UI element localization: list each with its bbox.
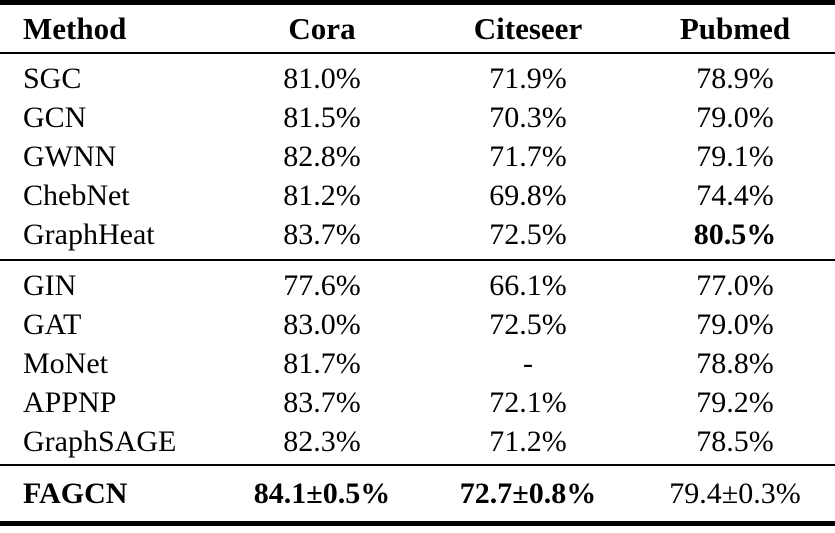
column-header-cora: Cora: [288, 10, 356, 46]
cell-pubmed: 78.8%: [696, 346, 774, 380]
cell-method: ChebNet: [23, 178, 130, 212]
cell-method: GCN: [23, 100, 87, 134]
cell-pubmed: 74.4%: [696, 178, 774, 212]
cell-method-fagcn: FAGCN: [23, 476, 128, 510]
cell-cora: 83.0%: [283, 307, 361, 341]
cell-method: GWNN: [23, 139, 117, 173]
table-row: GraphHeat 83.7% 72.5% 80.5%: [0, 215, 835, 254]
table-row: GWNN 82.8% 71.7% 79.1%: [0, 137, 835, 176]
cell-method: MoNet: [23, 346, 108, 380]
table-block-spatial: GIN 77.6% 66.1% 77.0% GAT 83.0% 72.5% 79…: [0, 261, 835, 464]
cell-cora-fagcn: 84.1±0.5%: [253, 476, 391, 510]
cell-citeseer: 71.2%: [489, 424, 567, 458]
cell-citeseer-missing: -: [523, 346, 533, 380]
column-header-citeseer: Citeseer: [473, 10, 583, 46]
cell-cora: 82.8%: [283, 139, 361, 173]
cell-cora: 83.7%: [283, 385, 361, 419]
cell-citeseer: 71.7%: [489, 139, 567, 173]
cell-pubmed: 79.0%: [696, 307, 774, 341]
cell-pubmed: 78.9%: [696, 61, 774, 95]
cell-pubmed: 77.0%: [696, 268, 774, 302]
cell-cora: 81.0%: [283, 61, 361, 95]
cell-cora: 82.3%: [283, 424, 361, 458]
cell-citeseer: 72.5%: [489, 307, 567, 341]
cell-citeseer: 70.3%: [489, 100, 567, 134]
cell-citeseer: 69.8%: [489, 178, 567, 212]
cell-cora: 81.2%: [283, 178, 361, 212]
table-header-rule: [0, 52, 835, 54]
cell-method: SGC: [23, 61, 82, 95]
cell-citeseer: 72.1%: [489, 385, 567, 419]
cell-method: GraphSAGE: [23, 424, 177, 458]
cell-pubmed: 79.0%: [696, 100, 774, 134]
table-row: APPNP 83.7% 72.1% 79.2%: [0, 383, 835, 422]
table-top-rule: [0, 0, 835, 5]
cell-pubmed: 79.2%: [696, 385, 774, 419]
table-row: SGC 81.0% 71.9% 78.9%: [0, 59, 835, 98]
table-row: GIN 77.6% 66.1% 77.0%: [0, 266, 835, 305]
table-footer-row: FAGCN 84.1±0.5% 72.7±0.8% 79.4±0.3%: [0, 466, 835, 521]
cell-pubmed: 78.5%: [696, 424, 774, 458]
cell-method: GraphHeat: [23, 217, 155, 251]
cell-pubmed-best: 80.5%: [693, 217, 777, 251]
cell-citeseer: 71.9%: [489, 61, 567, 95]
cell-pubmed-fagcn: 79.4±0.3%: [669, 476, 801, 510]
table-row: ChebNet 81.2% 69.8% 74.4%: [0, 176, 835, 215]
cell-pubmed: 79.1%: [696, 139, 774, 173]
cell-cora: 81.5%: [283, 100, 361, 134]
cell-method: GIN: [23, 268, 77, 302]
table-bottom-rule: [0, 521, 835, 526]
table-row: GAT 83.0% 72.5% 79.0%: [0, 305, 835, 344]
column-header-pubmed: Pubmed: [679, 10, 791, 46]
cell-cora: 77.6%: [283, 268, 361, 302]
cell-citeseer: 66.1%: [489, 268, 567, 302]
table-row: MoNet 81.7% - 78.8%: [0, 344, 835, 383]
table-block-spectral: SGC 81.0% 71.9% 78.9% GCN 81.5% 70.3% 79…: [0, 54, 835, 259]
cell-cora: 83.7%: [283, 217, 361, 251]
table-mid-rule-1: [0, 259, 835, 261]
table-header-row: Method Cora Citeseer Pubmed: [0, 5, 835, 52]
column-header-method: Method: [23, 10, 127, 46]
cell-citeseer-fagcn: 72.7±0.8%: [459, 476, 597, 510]
cell-method: APPNP: [23, 385, 117, 419]
table-mid-rule-2: [0, 464, 835, 466]
table-row: GCN 81.5% 70.3% 79.0%: [0, 98, 835, 137]
table-row: GraphSAGE 82.3% 71.2% 78.5%: [0, 422, 835, 461]
cell-citeseer: 72.5%: [489, 217, 567, 251]
cell-method: GAT: [23, 307, 82, 341]
cell-cora: 81.7%: [283, 346, 361, 380]
